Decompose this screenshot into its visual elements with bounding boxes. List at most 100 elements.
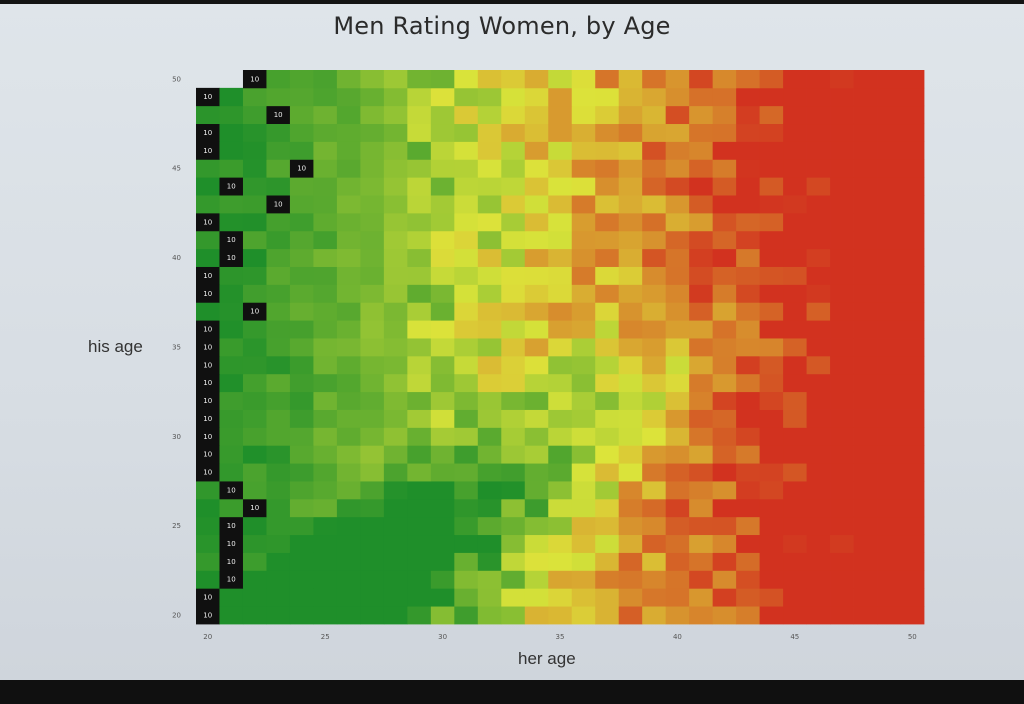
- heatmap-cell: [736, 141, 761, 160]
- heatmap-cell-top-rated: [196, 284, 220, 303]
- heatmap-cell: [783, 373, 807, 393]
- heatmap-cell: [665, 498, 690, 518]
- heatmap-cell: [642, 320, 667, 339]
- heatmap-cell: [736, 230, 761, 250]
- heatmap-cell: [313, 195, 338, 214]
- heatmap-cell: [642, 516, 667, 536]
- heatmap-cell: [477, 391, 502, 410]
- heatmap-cell: [289, 498, 314, 518]
- heatmap-cell: [430, 266, 455, 285]
- heatmap-cell: [430, 606, 455, 625]
- heatmap-cell: [196, 516, 220, 536]
- heatmap-cell: [266, 248, 291, 267]
- heatmap-cell: [383, 338, 408, 357]
- heatmap-cell: [454, 355, 479, 375]
- heatmap-cell: [477, 355, 502, 375]
- heatmap-cell: [477, 141, 502, 160]
- heatmap-cell: [665, 159, 690, 178]
- heatmap-cell: [689, 445, 714, 464]
- heatmap-cell: [266, 302, 291, 321]
- heatmap-cell: [407, 302, 432, 321]
- heatmap-cell: [806, 320, 831, 339]
- heatmap-cell: [736, 588, 761, 607]
- heatmap-cell: [360, 427, 385, 446]
- heatmap-cell: [736, 427, 761, 446]
- heatmap-cell: [712, 248, 737, 267]
- heatmap-cell: [736, 570, 761, 589]
- heatmap-cell: [242, 212, 267, 232]
- heatmap-cell: [548, 570, 573, 589]
- heatmap-cell: [360, 516, 385, 536]
- heatmap-cell: [383, 534, 408, 553]
- heatmap-cell: [407, 248, 432, 267]
- heatmap-cell: [383, 248, 408, 267]
- heatmap-cell: [407, 534, 432, 553]
- heatmap-cell: [783, 552, 807, 571]
- heatmap-cell: [407, 230, 432, 250]
- heatmap-cell: [830, 159, 854, 178]
- heatmap-cell: [595, 338, 620, 357]
- heatmap-cell: [266, 320, 291, 339]
- heatmap-cell: [642, 427, 667, 446]
- heatmap-cell: [501, 427, 526, 446]
- heatmap-cell: [501, 159, 526, 178]
- heatmap-cell: [759, 481, 784, 500]
- heatmap-cell: [548, 409, 573, 428]
- heatmap-cell: [877, 248, 901, 267]
- heatmap-cell: [595, 427, 620, 446]
- heatmap-cell: [759, 409, 784, 428]
- heatmap-cell: [477, 445, 502, 464]
- heatmap-cell: [900, 248, 925, 267]
- heatmap-cell: [806, 70, 831, 89]
- heatmap-cell: [360, 338, 385, 357]
- heatmap-cell: [759, 302, 784, 321]
- heatmap-cell-top-rated: [196, 373, 220, 393]
- heatmap-cell: [689, 87, 714, 107]
- heatmap-cell: [689, 141, 714, 160]
- heatmap-cell: [712, 481, 737, 500]
- heatmap-cell: [313, 141, 338, 160]
- heatmap-cell: [524, 320, 549, 339]
- top-rated-label: 10: [250, 75, 259, 83]
- heatmap-cell: [430, 534, 455, 553]
- heatmap-cell: [736, 516, 761, 536]
- heatmap-cell: [900, 391, 925, 410]
- heatmap-cell: [712, 445, 737, 464]
- heatmap-cell: [853, 338, 878, 357]
- heatmap-cell: [689, 534, 714, 553]
- heatmap-cell: [712, 570, 737, 589]
- heatmap-cell: [266, 159, 291, 178]
- heatmap-cell: [618, 230, 643, 250]
- heatmap-cell: [548, 552, 573, 571]
- heatmap-cell: [689, 552, 714, 571]
- heatmap-cell: [524, 516, 549, 536]
- heatmap-cell: [783, 302, 807, 321]
- heatmap-cell: [548, 391, 573, 410]
- heatmap-cell: [806, 373, 831, 393]
- heatmap-cell: [783, 516, 807, 536]
- heatmap-cell: [595, 516, 620, 536]
- heatmap-cell: [477, 338, 502, 357]
- heatmap-cell: [877, 159, 901, 178]
- heatmap-cell: [595, 159, 620, 178]
- heatmap-cell: [313, 105, 338, 125]
- screen-bottom-bezel: [0, 680, 1024, 704]
- heatmap-cell: [477, 284, 502, 303]
- heatmap-cell: [736, 302, 761, 321]
- top-rated-label: 10: [297, 165, 306, 173]
- heatmap-cell: [712, 302, 737, 321]
- heatmap-cell: [665, 391, 690, 410]
- heatmap-cell: [900, 498, 925, 518]
- heatmap-cell: [712, 284, 737, 303]
- x-tick-label: 25: [321, 633, 330, 641]
- heatmap-cell: [407, 284, 432, 303]
- heatmap-cell: [477, 463, 502, 482]
- heatmap-cell: [830, 230, 854, 250]
- heatmap-cell: [571, 230, 596, 250]
- heatmap-cell: [900, 338, 925, 357]
- heatmap-cell: [454, 302, 479, 321]
- heatmap-cell: [501, 212, 526, 232]
- heatmap-cell: [407, 338, 432, 357]
- heatmap-cell: [642, 445, 667, 464]
- heatmap-cell: [501, 123, 526, 142]
